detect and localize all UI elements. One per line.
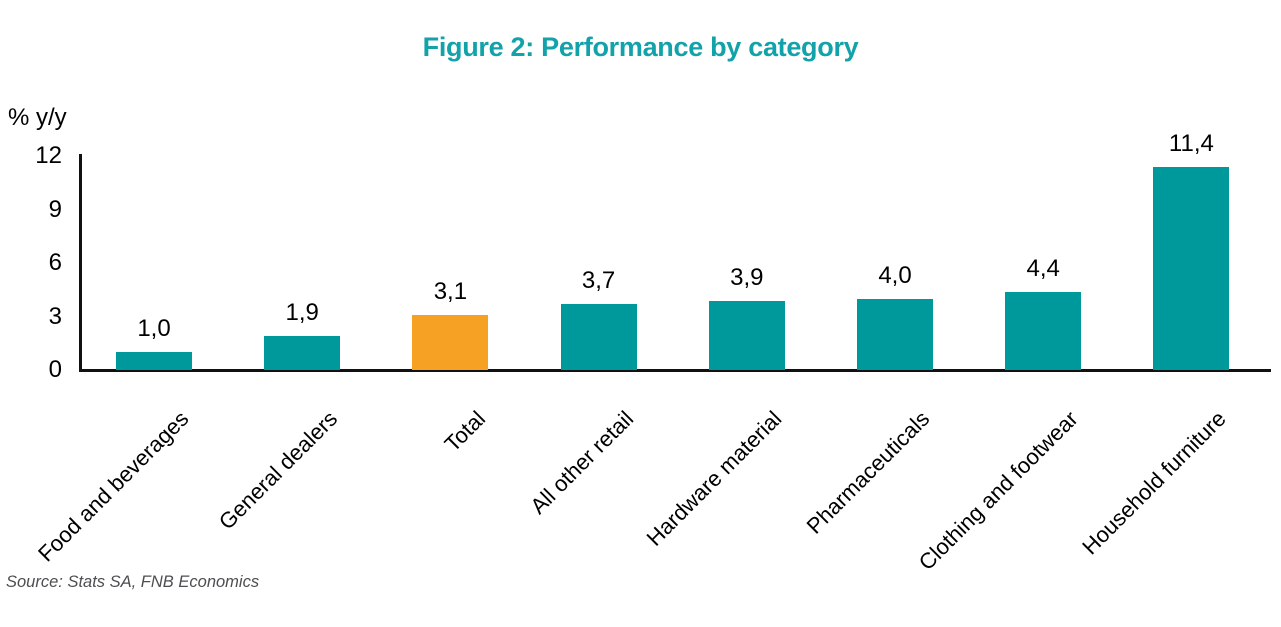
x-axis-label-all-other-retail: All other retail (525, 406, 639, 519)
bar-value-label-hardware-material: 3,9 (730, 264, 764, 291)
y-axis-tick-label-12: 12 (35, 142, 62, 170)
bar-household-furniture (1153, 167, 1230, 370)
bar-total (412, 315, 489, 370)
y-axis-tick-label-9: 9 (48, 195, 62, 223)
y-axis-tick-label-0: 0 (48, 356, 62, 383)
bar-value-label-general-dealers: 1,9 (285, 299, 319, 326)
bar-value-label-pharmaceuticals: 4,0 (878, 262, 912, 289)
x-axis-label-food-and-beverages: Food and beverages (33, 406, 194, 567)
y-axis-line (79, 154, 82, 372)
bar-value-label-household-furniture: 11,4 (1168, 130, 1214, 157)
source-note: Source: Stats SA, FNB Economics (6, 573, 260, 591)
y-axis-tick-label-3: 3 (48, 302, 62, 330)
bar-value-label-total: 3,1 (433, 278, 468, 305)
bar-pharmaceuticals (857, 299, 933, 370)
bar-value-label-food-and-beverages: 1,0 (137, 315, 171, 342)
x-axis-label-pharmaceuticals: Pharmaceuticals (801, 406, 935, 539)
bar-value-label-clothing-and-footwear: 4,4 (1026, 255, 1060, 282)
bar-food-and-beverages (116, 352, 192, 370)
x-axis-label-total: Total (439, 406, 491, 457)
x-axis-line (79, 369, 1271, 372)
x-axis-label-general-dealers: General dealers (213, 406, 342, 535)
chart-title: Figure 2: Performance by category (422, 32, 859, 62)
y-axis-unit-label: % y/y (8, 104, 67, 131)
bar-value-label-all-other-retail: 3,7 (581, 267, 616, 294)
x-axis-label-clothing-and-footwear: Clothing and footwear (913, 406, 1083, 576)
bar-clothing-and-footwear (1005, 292, 1082, 370)
y-axis-tick-label-6: 6 (48, 249, 62, 277)
bar-general-dealers (264, 336, 341, 370)
x-axis-label-hardware-material: Hardware material (641, 406, 787, 551)
bar-all-other-retail (560, 304, 637, 370)
bar-hardware-material (708, 301, 785, 370)
x-axis-label-household-furniture: Household furniture (1077, 406, 1232, 560)
